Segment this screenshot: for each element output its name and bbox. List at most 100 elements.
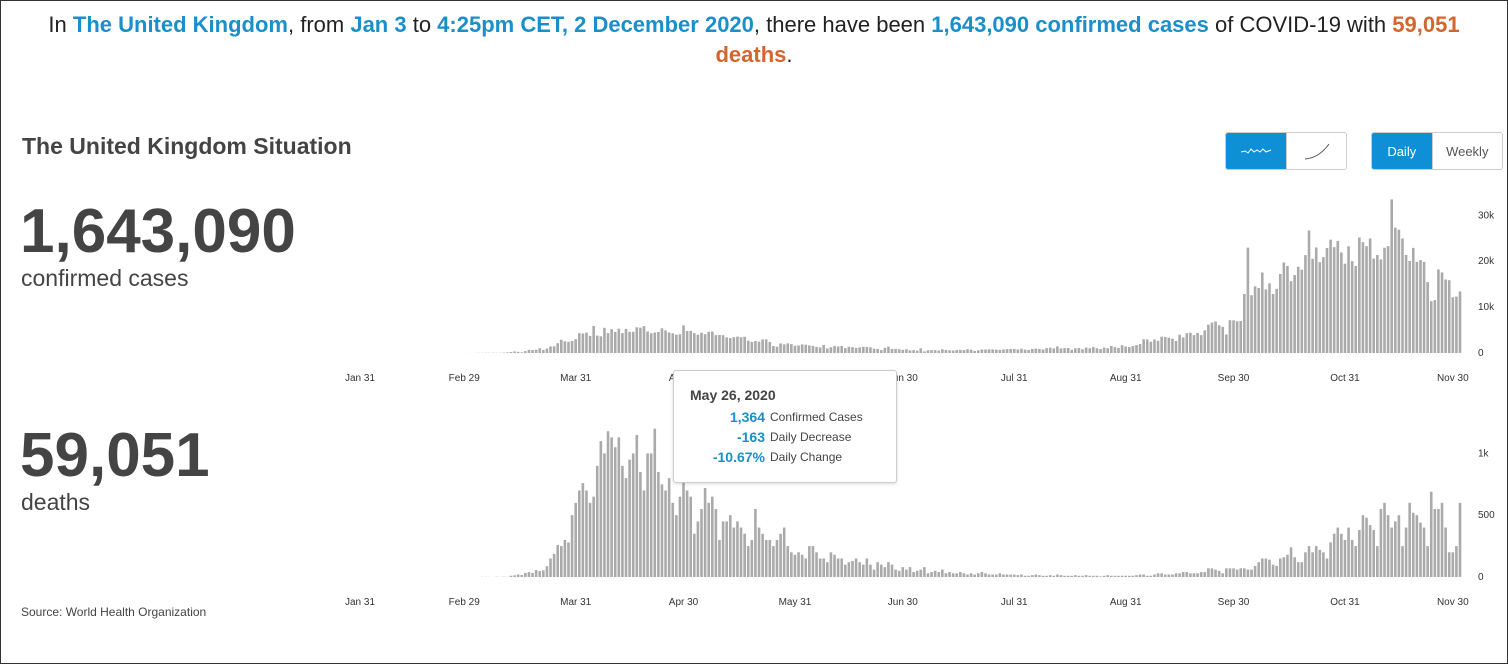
bar [556, 343, 560, 353]
bar [1397, 229, 1401, 353]
y-tick-label: 10k [1478, 302, 1495, 313]
cumulative-button[interactable] [1286, 133, 1346, 169]
daily-button[interactable]: Daily [1372, 133, 1432, 169]
bar [1066, 575, 1070, 577]
bar [915, 350, 919, 353]
bar [1296, 562, 1300, 577]
bar [772, 546, 775, 577]
bar [1318, 549, 1322, 577]
icon [1241, 148, 1272, 154]
bar [1447, 552, 1451, 577]
bar [516, 574, 520, 577]
bar [1368, 238, 1372, 353]
bar [793, 345, 797, 353]
bar [1426, 282, 1429, 353]
bar [516, 351, 520, 353]
bar [804, 344, 808, 353]
bar [1181, 572, 1185, 577]
bar [1163, 574, 1167, 577]
bar [1124, 346, 1127, 353]
bar [1059, 348, 1063, 353]
headline: In The United Kingdom, from Jan 3 to 4:2… [10, 10, 1498, 70]
tooltip-value: -10.67% [712, 449, 765, 465]
bar [1451, 297, 1455, 353]
bar [1419, 522, 1422, 577]
text: , from [287, 12, 351, 37]
bar [1217, 325, 1221, 353]
bar [998, 573, 1002, 577]
bar [1447, 280, 1451, 353]
bar [710, 496, 714, 577]
bar [531, 350, 534, 353]
bar [1253, 286, 1257, 353]
bar [1142, 574, 1145, 577]
bar [696, 521, 700, 577]
bar [962, 573, 966, 577]
bar [800, 344, 804, 353]
x-tick-label: Feb 29 [449, 597, 481, 608]
bar [833, 554, 836, 577]
bar [1243, 293, 1246, 353]
bar [1393, 227, 1397, 353]
bar [552, 553, 556, 577]
bar [1135, 345, 1138, 353]
bar [786, 343, 790, 353]
bar [1257, 562, 1260, 577]
bar [991, 574, 994, 577]
bar [509, 352, 513, 353]
bar [520, 575, 524, 577]
bar [822, 345, 826, 353]
bar [1221, 573, 1225, 577]
bar [1260, 272, 1264, 353]
weekly-button[interactable]: Weekly [1431, 133, 1502, 169]
bar [534, 570, 538, 577]
bar [1304, 255, 1307, 353]
bar [671, 502, 675, 577]
x-tick-label: Oct 31 [1330, 597, 1360, 608]
bar [1081, 349, 1084, 353]
bar [588, 502, 592, 577]
bar [721, 521, 725, 577]
tooltip: May 26, 2020 1,364 Confirmed Cases -163 Da… [673, 370, 897, 483]
bar [872, 569, 876, 577]
bar [1070, 349, 1074, 353]
bar [1311, 258, 1314, 353]
bar [1048, 575, 1052, 577]
bar [901, 567, 905, 577]
bar [1358, 237, 1361, 353]
bar [977, 350, 980, 353]
bar [1386, 246, 1390, 353]
bar [1379, 509, 1383, 577]
bar [754, 509, 757, 577]
bar [980, 572, 984, 577]
y-tick-label: 30k [1478, 210, 1495, 221]
bar [779, 343, 782, 353]
bar [1038, 575, 1041, 577]
bar [657, 331, 660, 353]
bar [1444, 279, 1447, 353]
bar [1429, 301, 1433, 353]
bar [1135, 575, 1138, 577]
bar [599, 336, 603, 353]
bar [570, 340, 574, 353]
linear-button[interactable] [1226, 133, 1287, 169]
bar [707, 502, 710, 577]
x-tick-label: Jun 30 [888, 597, 918, 608]
bar [714, 335, 718, 353]
bar [1041, 575, 1045, 577]
bar [746, 546, 750, 577]
text: In [48, 12, 73, 37]
bar [556, 544, 560, 577]
bar [1340, 252, 1343, 353]
bar [1016, 575, 1020, 577]
bar [937, 572, 941, 577]
bar [718, 335, 721, 353]
tooltip-row: -163 Daily Decrease [674, 429, 896, 449]
bar [808, 345, 811, 353]
bar [858, 347, 861, 353]
y-tick-label: 0 [1478, 348, 1484, 359]
bar [1458, 502, 1462, 577]
bar [1383, 247, 1386, 353]
bar [542, 349, 545, 353]
bar [1059, 575, 1063, 577]
